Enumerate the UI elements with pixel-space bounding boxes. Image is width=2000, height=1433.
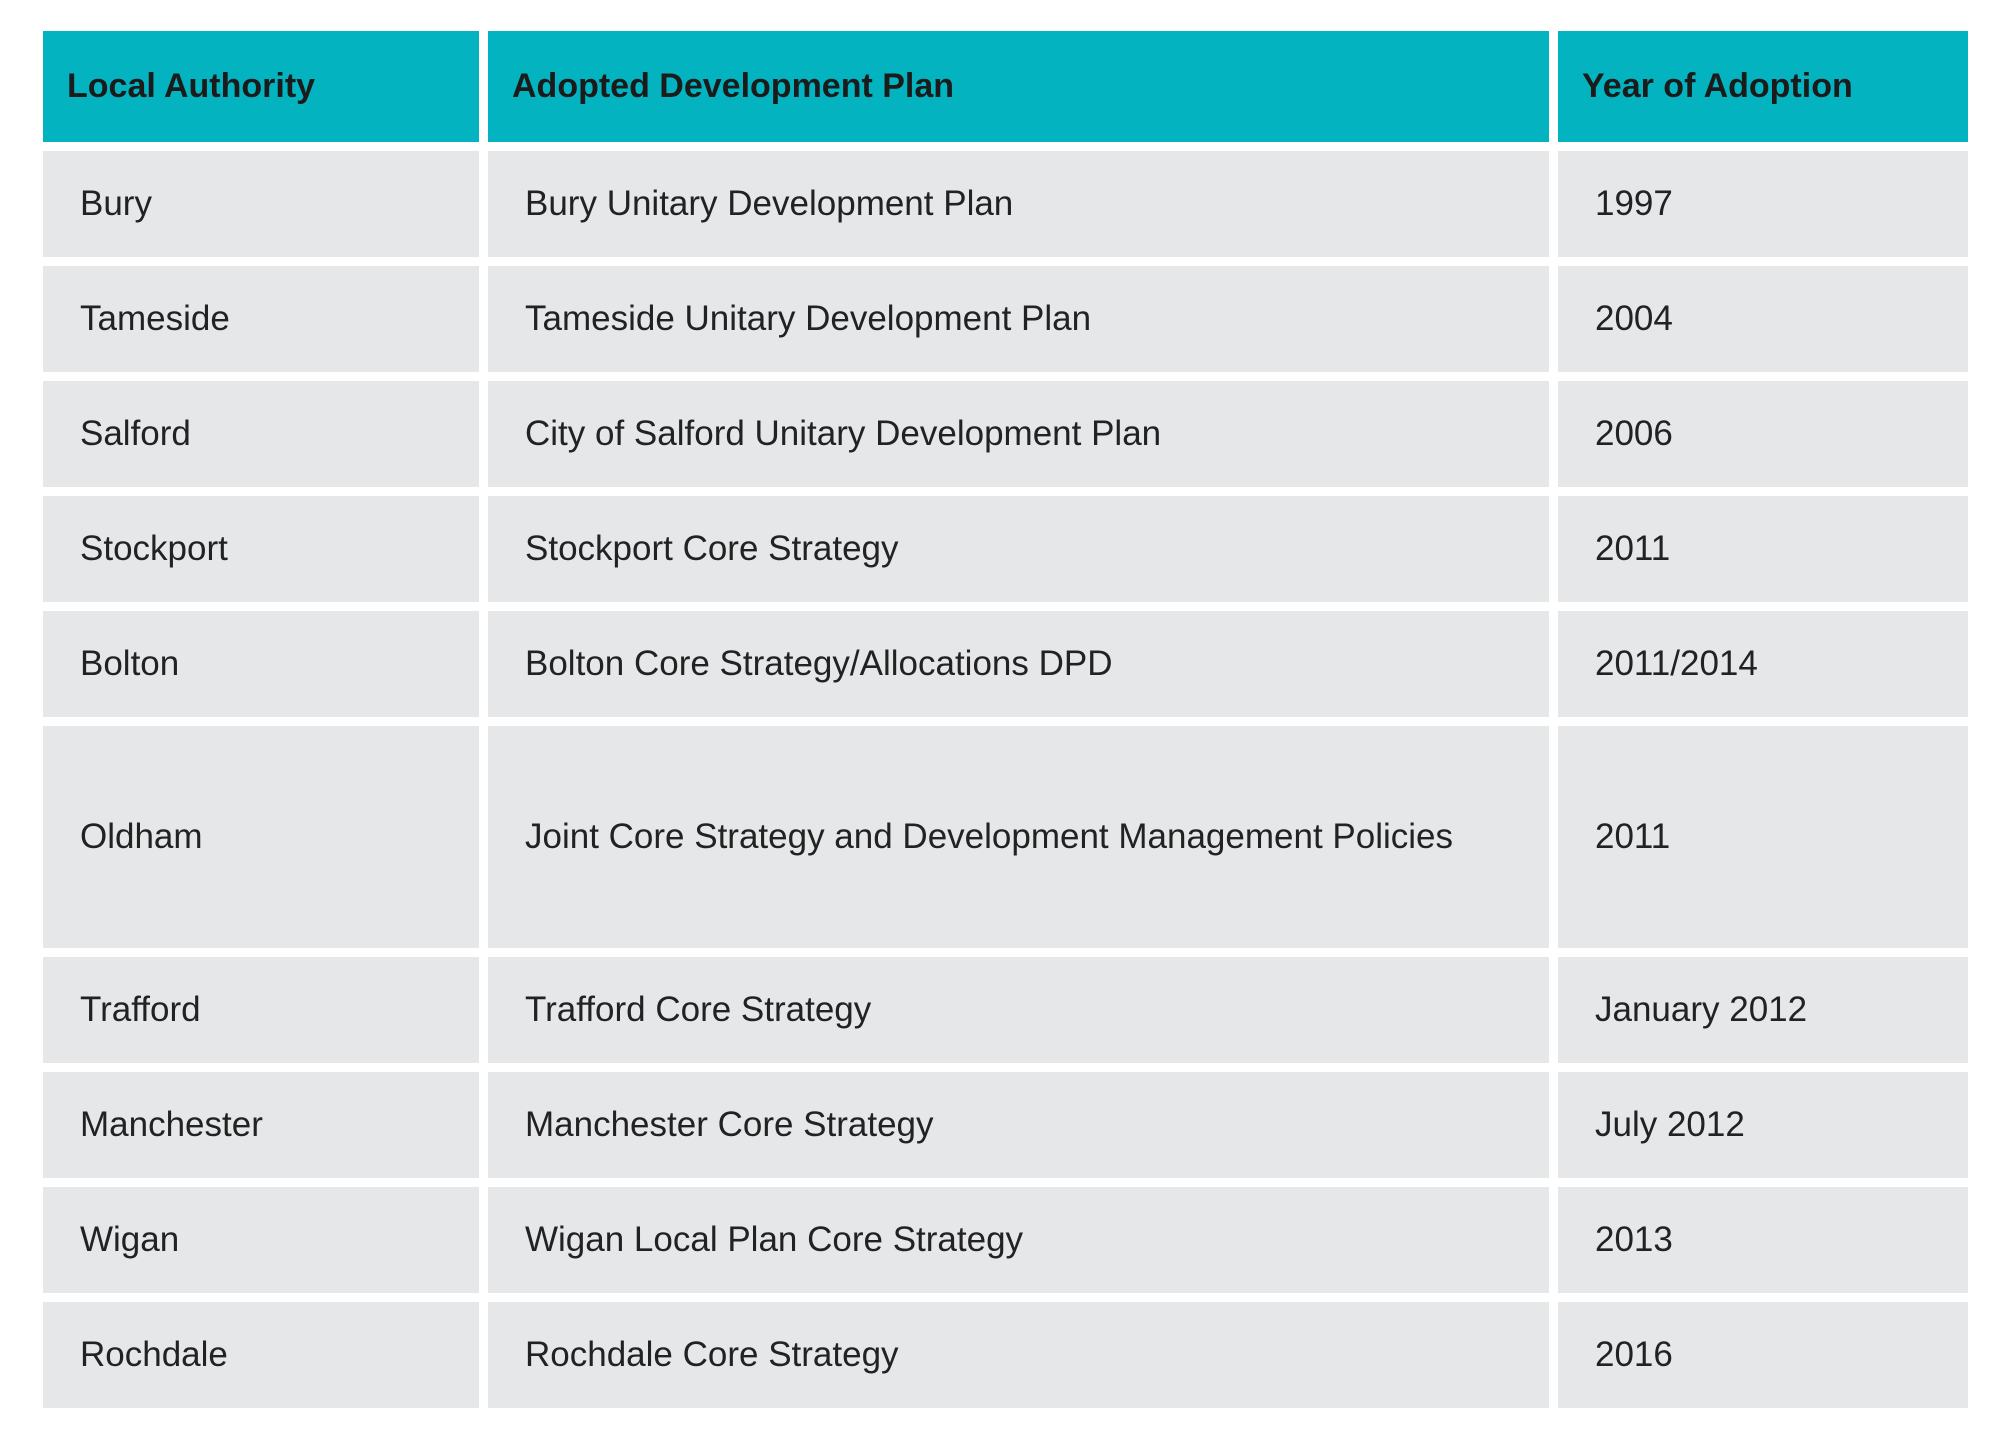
cell-local-authority: Bury xyxy=(43,151,479,257)
cell-adopted-plan: Trafford Core Strategy xyxy=(488,957,1549,1063)
cell-year-of-adoption: 2013 xyxy=(1558,1187,1968,1293)
header-adopted-development-plan: Adopted Development Plan xyxy=(488,31,1549,142)
cell-year-of-adoption: 2011/2014 xyxy=(1558,611,1968,717)
cell-adopted-plan: Rochdale Core Strategy xyxy=(488,1302,1549,1408)
cell-local-authority: Manchester xyxy=(43,1072,479,1178)
cell-local-authority: Oldham xyxy=(43,726,479,948)
cell-adopted-plan: Manchester Core Strategy xyxy=(488,1072,1549,1178)
cell-year-of-adoption: July 2012 xyxy=(1558,1072,1968,1178)
cell-year-of-adoption: 2016 xyxy=(1558,1302,1968,1408)
cell-local-authority: Bolton xyxy=(43,611,479,717)
cell-adopted-plan: Bury Unitary Development Plan xyxy=(488,151,1549,257)
cell-local-authority: Wigan xyxy=(43,1187,479,1293)
cell-year-of-adoption: 2006 xyxy=(1558,381,1968,487)
cell-local-authority: Salford xyxy=(43,381,479,487)
cell-year-of-adoption: 2011 xyxy=(1558,726,1968,948)
cell-adopted-plan: Stockport Core Strategy xyxy=(488,496,1549,602)
development-plan-table: Local Authority Adopted Development Plan… xyxy=(43,31,1968,1408)
cell-local-authority: Trafford xyxy=(43,957,479,1063)
cell-local-authority: Tameside xyxy=(43,266,479,372)
cell-adopted-plan: Wigan Local Plan Core Strategy xyxy=(488,1187,1549,1293)
cell-adopted-plan: Joint Core Strategy and Development Mana… xyxy=(488,726,1549,948)
header-local-authority: Local Authority xyxy=(43,31,479,142)
cell-local-authority: Rochdale xyxy=(43,1302,479,1408)
cell-year-of-adoption: January 2012 xyxy=(1558,957,1968,1063)
cell-year-of-adoption: 2011 xyxy=(1558,496,1968,602)
cell-adopted-plan: City of Salford Unitary Development Plan xyxy=(488,381,1549,487)
cell-year-of-adoption: 2004 xyxy=(1558,266,1968,372)
cell-adopted-plan: Bolton Core Strategy/Allocations DPD xyxy=(488,611,1549,717)
header-year-of-adoption: Year of Adoption xyxy=(1558,31,1968,142)
cell-adopted-plan: Tameside Unitary Development Plan xyxy=(488,266,1549,372)
cell-local-authority: Stockport xyxy=(43,496,479,602)
cell-year-of-adoption: 1997 xyxy=(1558,151,1968,257)
